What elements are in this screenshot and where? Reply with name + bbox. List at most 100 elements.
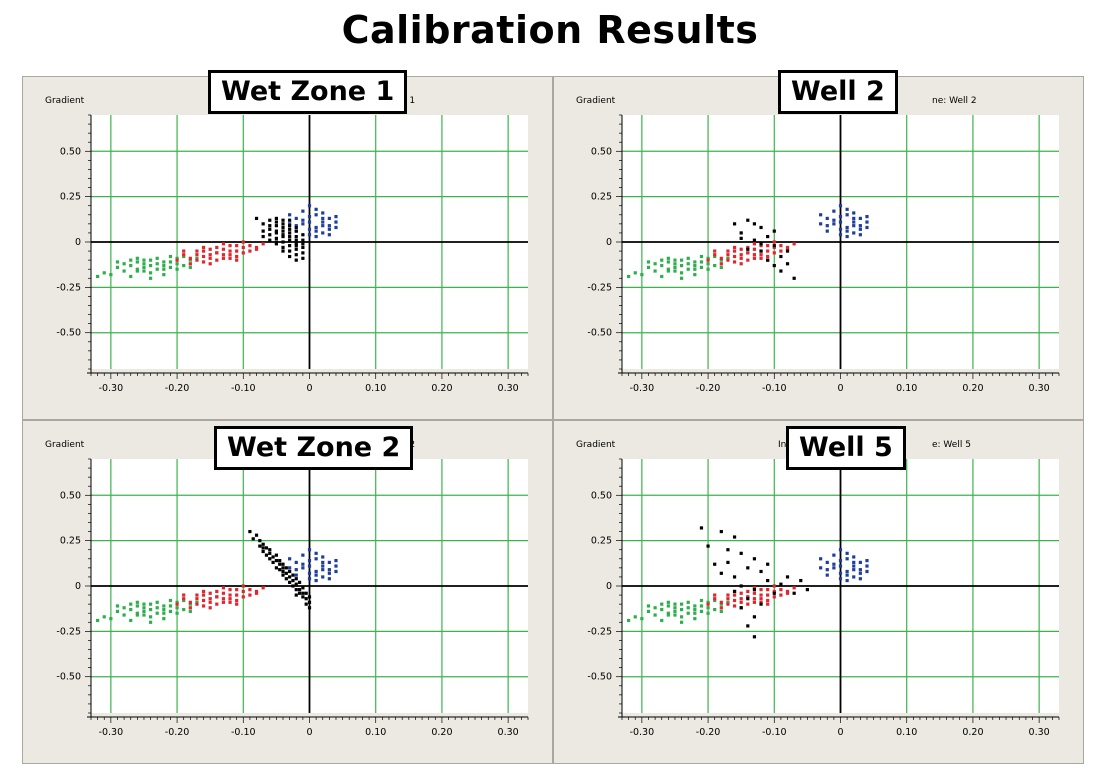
data-point xyxy=(155,267,159,271)
data-point xyxy=(102,615,106,619)
data-point xyxy=(693,617,697,621)
y-tick-label: 0.25 xyxy=(60,536,81,547)
data-point xyxy=(195,593,199,597)
data-point xyxy=(819,566,823,570)
data-point xyxy=(201,589,206,594)
data-point xyxy=(208,253,212,257)
data-point xyxy=(288,213,292,217)
data-point xyxy=(208,606,212,610)
data-point xyxy=(221,586,226,590)
x-tick-label: 0.20 xyxy=(962,383,983,394)
data-point xyxy=(268,224,272,228)
data-point xyxy=(699,526,704,530)
data-point xyxy=(271,555,275,559)
data-point xyxy=(334,225,338,230)
data-point xyxy=(294,247,298,251)
data-point xyxy=(162,267,166,271)
data-point xyxy=(281,218,285,222)
data-point xyxy=(726,258,730,262)
data-point xyxy=(686,611,690,615)
data-point xyxy=(288,231,292,235)
data-point xyxy=(122,613,126,617)
y-tick-label: 0.25 xyxy=(591,536,612,547)
data-point xyxy=(666,269,670,273)
header-fragment-left: In xyxy=(778,440,786,450)
data-point xyxy=(135,604,139,608)
data-point xyxy=(845,573,849,577)
data-point xyxy=(281,229,285,233)
data-point xyxy=(752,615,757,619)
data-point xyxy=(799,578,803,583)
data-point xyxy=(852,231,856,235)
data-point xyxy=(772,251,776,255)
y-axis-label: Gradient xyxy=(45,440,85,450)
data-point xyxy=(148,276,153,280)
data-point xyxy=(865,215,869,219)
data-point xyxy=(208,247,212,251)
data-point xyxy=(168,609,173,613)
data-point xyxy=(327,233,331,237)
data-point xyxy=(746,251,750,255)
data-point xyxy=(235,249,239,253)
data-point xyxy=(679,607,684,612)
data-point xyxy=(334,564,338,568)
data-point xyxy=(288,566,292,570)
data-point xyxy=(142,606,146,610)
data-point xyxy=(258,539,262,543)
data-point xyxy=(865,225,869,230)
data-point xyxy=(673,606,677,610)
data-point xyxy=(779,254,783,259)
data-point xyxy=(122,269,126,273)
scatter-plot: Gradient ne: Well 2 -0.30 -0.20 -0.10 0 0.10 0.… xyxy=(576,96,1060,394)
data-point xyxy=(288,238,292,242)
y-tick-label: 0 xyxy=(606,581,612,592)
data-point xyxy=(281,234,285,239)
data-point xyxy=(693,260,697,264)
data-point xyxy=(327,216,331,221)
data-point xyxy=(168,598,173,603)
overlay-label-wet-zone-2: Wet Zone 2 xyxy=(214,426,414,470)
data-point xyxy=(235,254,239,259)
data-point xyxy=(228,253,232,257)
x-tick-label: 0 xyxy=(837,383,843,394)
data-point xyxy=(182,254,186,259)
data-point xyxy=(865,564,869,568)
data-point xyxy=(666,613,670,617)
data-point xyxy=(660,274,664,279)
data-point xyxy=(838,204,843,208)
data-point xyxy=(271,560,275,565)
data-point xyxy=(679,276,684,280)
data-point xyxy=(201,593,206,597)
data-point xyxy=(713,562,717,566)
chart-panel-well-2: Gradient ne: Well 2 -0.30 -0.20 -0.10 0 0.10 0.… xyxy=(553,76,1084,420)
data-point xyxy=(832,209,836,213)
data-point xyxy=(838,233,843,237)
data-point xyxy=(752,586,757,590)
data-point xyxy=(307,548,312,552)
data-point xyxy=(732,604,737,608)
data-point xyxy=(845,229,849,233)
data-point xyxy=(182,263,186,268)
data-point xyxy=(168,254,173,259)
data-point xyxy=(168,604,173,608)
data-point xyxy=(294,224,298,228)
data-point xyxy=(135,269,139,273)
data-point xyxy=(719,529,723,534)
x-tick-label: -0.30 xyxy=(99,383,124,394)
data-point xyxy=(779,249,783,253)
data-point xyxy=(294,238,298,242)
data-point xyxy=(726,600,730,604)
data-point xyxy=(719,602,723,606)
data-point xyxy=(327,227,331,231)
data-point xyxy=(307,559,312,563)
data-point xyxy=(759,249,763,253)
data-point xyxy=(281,562,285,566)
data-point xyxy=(327,224,331,228)
header-fragment: ne: Well 2 xyxy=(932,96,977,106)
data-point xyxy=(693,611,697,615)
charts-grid: Gradient e 1 -0.30 -0.20 -0.10 0 0.10 0.20 0.30 0… xyxy=(22,76,1084,764)
x-tick-label: -0.10 xyxy=(231,727,256,738)
data-point xyxy=(251,537,255,541)
data-point xyxy=(825,573,829,577)
x-tick-label: 0.10 xyxy=(896,383,917,394)
